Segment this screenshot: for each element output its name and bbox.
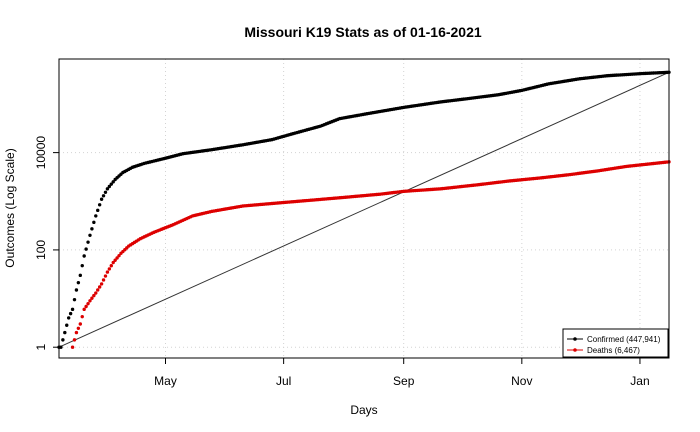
data-point: [76, 326, 81, 330]
data-point: [78, 322, 83, 326]
data-point: [74, 330, 79, 335]
data-point: [72, 297, 77, 302]
data-point: [70, 345, 75, 349]
data-point: [84, 304, 88, 309]
data-point: [109, 182, 113, 186]
legend-box: [562, 328, 669, 358]
reference-diagonal-line: [58, 71, 670, 348]
data-point: [101, 194, 106, 198]
data-point: [99, 282, 104, 286]
x-tick-label: Nov: [511, 374, 532, 388]
data-point: [70, 307, 75, 312]
data-point: [105, 187, 110, 191]
data-point: [63, 330, 67, 335]
data-point: [76, 280, 81, 285]
data-point: [111, 180, 115, 184]
chart-title: Missouri K19 Stats as of 01-16-2021: [244, 24, 482, 40]
data-point: [88, 299, 92, 303]
data-point: [105, 270, 110, 274]
data-point: [117, 253, 121, 258]
data-point: [88, 233, 92, 237]
data-point: [65, 323, 69, 327]
data-point: [101, 278, 106, 282]
legend: Confirmed (447,941) Deaths (6,467): [562, 328, 669, 358]
legend-label-deaths: Deaths (6,467): [587, 346, 640, 355]
data-point: [115, 256, 119, 260]
data-point: [103, 274, 108, 278]
data-point: [111, 260, 115, 265]
y-axis-label: Outcomes (Log Scale): [3, 148, 17, 267]
data-point: [107, 184, 112, 189]
data-point: [84, 247, 88, 251]
series-confirmed: [57, 70, 671, 349]
y-axis: 1 100 10000: [34, 136, 59, 351]
data-point: [90, 296, 94, 300]
data-point: [99, 197, 104, 201]
series-deaths: [70, 160, 671, 349]
x-tick-label: May: [154, 374, 177, 388]
x-axis: May Jul Sep Nov Jan: [154, 358, 650, 388]
legend-marker-confirmed: [573, 337, 577, 341]
data-point: [109, 264, 113, 268]
x-tick-label: Sep: [393, 374, 415, 388]
x-tick-label: Jan: [630, 374, 649, 388]
data-point: [113, 258, 117, 262]
x-tick-label: Jul: [276, 374, 291, 388]
grid: [59, 59, 669, 358]
data-point: [103, 190, 108, 195]
data-point: [90, 227, 94, 231]
y-tick-label: 1: [34, 344, 48, 351]
data-point: [94, 291, 98, 295]
data-point: [82, 254, 86, 258]
data-point: [86, 301, 90, 306]
data-point: [92, 220, 96, 225]
data-point: [96, 208, 100, 213]
data-point: [74, 288, 79, 292]
legend-label-confirmed: Confirmed (447,941): [587, 335, 661, 344]
data-point: [80, 314, 84, 319]
data-point: [86, 240, 90, 244]
legend-marker-deaths: [573, 348, 577, 352]
data-point: [97, 285, 102, 289]
data-point: [97, 203, 102, 207]
data-point: [96, 288, 100, 292]
data-point: [61, 338, 65, 342]
data-point: [59, 345, 63, 349]
data-point: [78, 273, 83, 278]
data-point: [80, 263, 84, 268]
data-point: [82, 307, 86, 312]
data-point: [107, 267, 112, 271]
data-point: [94, 214, 98, 218]
data-point: [66, 316, 71, 320]
x-axis-label: Days: [350, 403, 377, 417]
plot-frame: [58, 58, 670, 359]
y-tick-label: 100: [34, 240, 48, 260]
reference-line: [58, 71, 670, 348]
y-tick-label: 10000: [34, 136, 48, 170]
data-point: [72, 338, 77, 342]
data-point: [68, 311, 73, 316]
data-point: [92, 293, 96, 298]
